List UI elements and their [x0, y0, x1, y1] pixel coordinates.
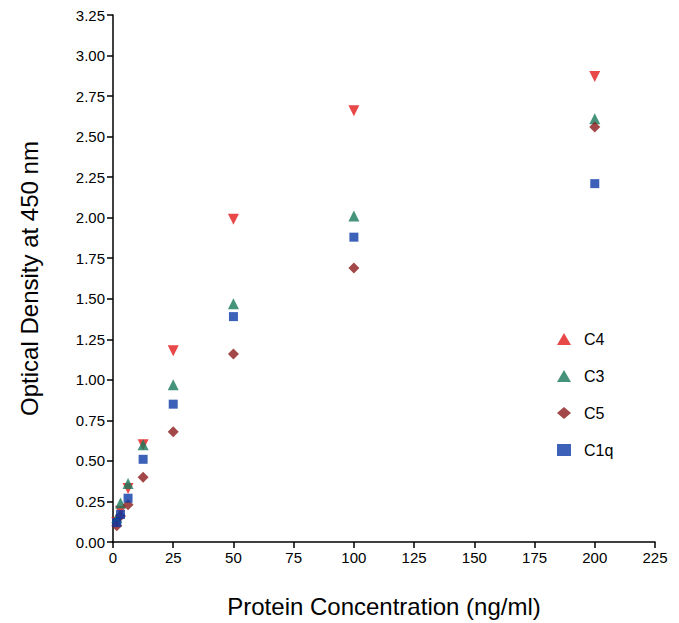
- svg-text:2.50: 2.50: [76, 128, 105, 145]
- svg-text:2.75: 2.75: [76, 88, 105, 105]
- svg-text:1.50: 1.50: [76, 290, 105, 307]
- svg-text:C3: C3: [584, 368, 605, 385]
- svg-text:C4: C4: [584, 331, 605, 348]
- svg-text:Protein Concentration (ng/ml): Protein Concentration (ng/ml): [227, 593, 540, 620]
- svg-text:2.25: 2.25: [76, 169, 105, 186]
- svg-text:C1q: C1q: [584, 442, 613, 459]
- svg-text:2.00: 2.00: [76, 209, 105, 226]
- svg-text:0.25: 0.25: [76, 493, 105, 510]
- svg-text:75: 75: [285, 549, 302, 566]
- svg-text:0.75: 0.75: [76, 412, 105, 429]
- svg-text:25: 25: [165, 549, 182, 566]
- svg-text:3.25: 3.25: [76, 7, 105, 24]
- svg-text:150: 150: [462, 549, 487, 566]
- svg-text:0: 0: [109, 549, 117, 566]
- svg-text:3.00: 3.00: [76, 47, 105, 64]
- svg-text:50: 50: [225, 549, 242, 566]
- svg-text:1.75: 1.75: [76, 250, 105, 267]
- svg-text:100: 100: [341, 549, 366, 566]
- svg-text:1.00: 1.00: [76, 371, 105, 388]
- svg-text:C5: C5: [584, 405, 605, 422]
- svg-text:0.50: 0.50: [76, 452, 105, 469]
- svg-text:1.25: 1.25: [76, 331, 105, 348]
- svg-text:200: 200: [582, 549, 607, 566]
- svg-text:Optical Density at 450 nm: Optical Density at 450 nm: [16, 141, 43, 416]
- svg-text:125: 125: [402, 549, 427, 566]
- svg-text:225: 225: [642, 549, 667, 566]
- svg-text:175: 175: [522, 549, 547, 566]
- svg-text:0.00: 0.00: [76, 534, 105, 551]
